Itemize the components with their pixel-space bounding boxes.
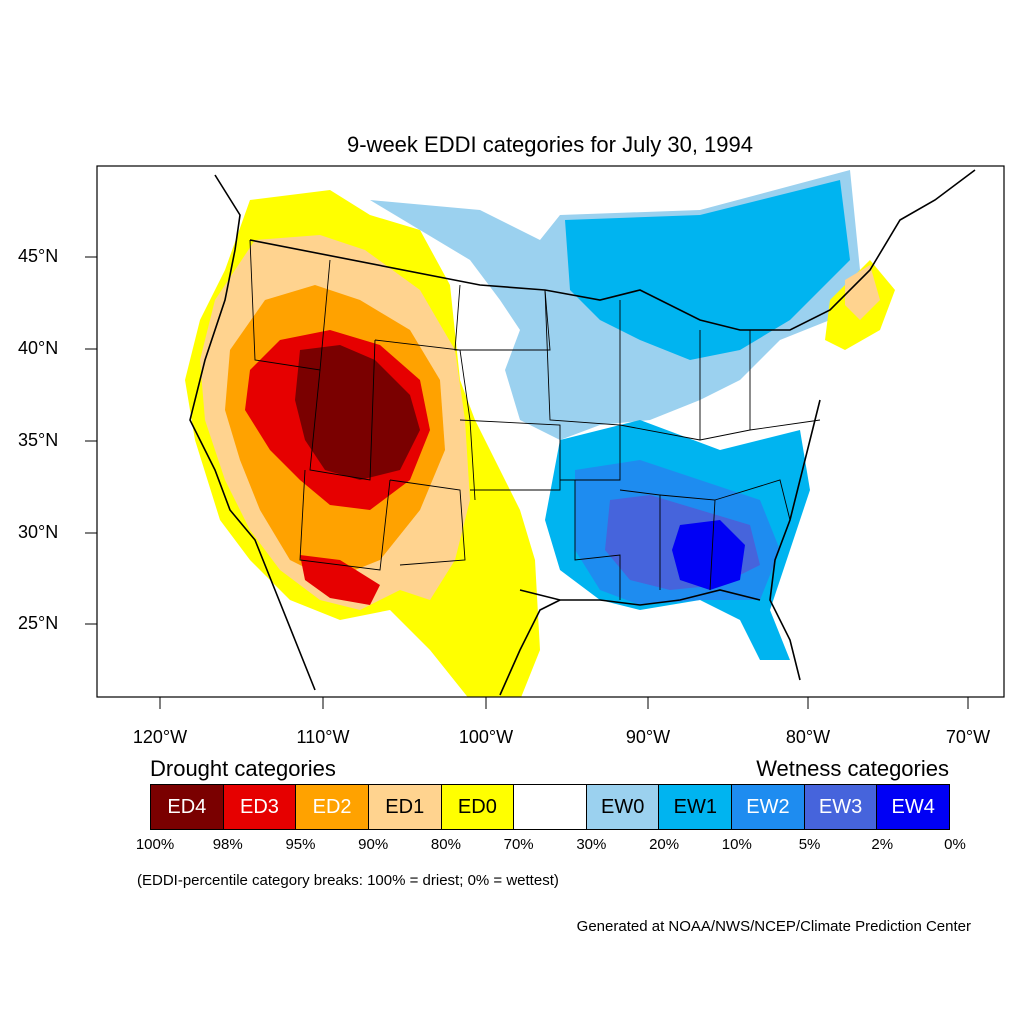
legend-break-label: 70% (503, 836, 534, 853)
lat-label: 30°N (18, 522, 59, 542)
legend-break-label: 2% (871, 836, 894, 853)
map-frame (96, 165, 1005, 698)
category-note: (EDDI-percentile category breaks: 100% =… (137, 872, 559, 889)
state-borders (249, 239, 821, 600)
lon-label: 120°W (132, 727, 188, 747)
credit-line: Generated at NOAA/NWS/NCEP/Climate Predi… (576, 918, 971, 935)
lat-label: 25°N (18, 613, 59, 633)
legend-break-label: 80% (430, 836, 461, 853)
legend-break-label: 98% (212, 836, 243, 853)
lon-label: 110°W (296, 727, 350, 747)
ed3-region-south (300, 555, 380, 605)
legend-break-label: 100% (135, 836, 175, 853)
lon-label: 90°W (625, 727, 671, 747)
lon-label: 70°W (945, 727, 991, 747)
lat-label: 45°N (18, 246, 59, 266)
ew1-region (565, 180, 850, 360)
legend-box-ed4: ED4 (151, 785, 224, 829)
legend-break-label: 5% (798, 836, 821, 853)
legend-box-ew4: EW4 (877, 785, 950, 829)
legend-break-label: 20% (649, 836, 680, 853)
axis-ticks (85, 256, 969, 709)
legend-box-ew1: EW1 (659, 785, 733, 829)
legend-box-ed2: ED2 (296, 785, 369, 829)
legend-box-ew0: EW0 (586, 785, 660, 829)
lat-label: 35°N (18, 430, 59, 450)
legend-box-ed3: ED3 (223, 785, 297, 829)
ew4-region (672, 520, 745, 590)
legend-box-ed1: ED1 (368, 785, 442, 829)
category-legend: ED4 ED3 ED2 ED1 ED0 EW0 EW1 EW2 EW3 EW4 (150, 784, 950, 830)
map-title: 9-week EDDI categories for July 30, 1994 (347, 132, 753, 157)
legend-break-label: 90% (358, 836, 389, 853)
legend-box-ed0: ED0 (441, 785, 515, 829)
legend-box-neutral (514, 785, 587, 829)
map-fill-layer (185, 170, 895, 697)
legend-break-label: 0% (944, 836, 966, 853)
wetness-legend-title: Wetness categories (756, 756, 949, 781)
lon-label: 80°W (785, 727, 831, 747)
legend-break-label: 95% (285, 836, 316, 853)
eddi-map (85, 165, 1005, 709)
ed4-region (295, 345, 420, 480)
ed1-northeast (845, 265, 880, 320)
legend-box-ew2: EW2 (732, 785, 805, 829)
legend-break-label: 30% (576, 836, 607, 853)
drought-legend-title: Drought categories (150, 756, 336, 781)
lon-label: 100°W (458, 727, 514, 747)
legend-break-label: 10% (721, 836, 752, 853)
legend-box-ew3: EW3 (804, 785, 878, 829)
lat-label: 40°N (18, 338, 59, 358)
